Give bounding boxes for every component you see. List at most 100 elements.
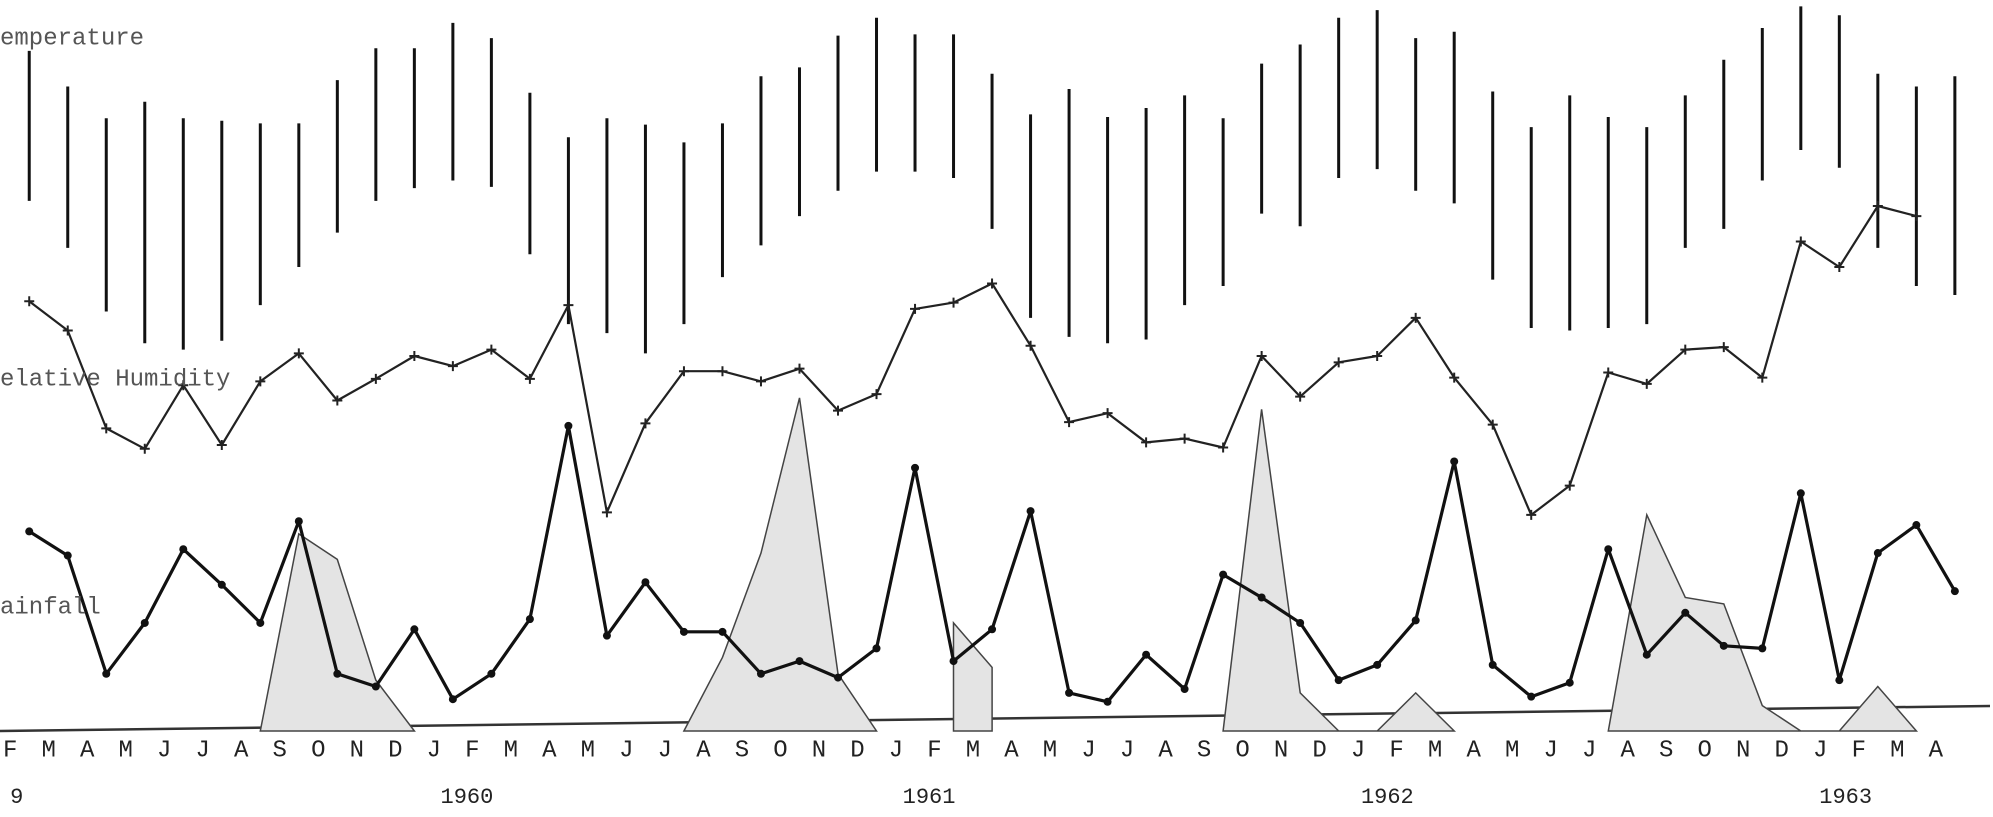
plus-marker (1410, 312, 1421, 323)
dot-marker (1142, 650, 1151, 659)
plus-marker (1834, 261, 1845, 272)
plus-marker (139, 443, 150, 454)
plus-marker (1025, 340, 1036, 351)
month-label: N (1274, 737, 1288, 764)
dot-marker (1873, 549, 1882, 558)
plus-marker (833, 405, 844, 416)
plus-marker (1141, 437, 1152, 448)
month-label: O (1235, 737, 1249, 764)
plus-marker (101, 423, 112, 434)
dot-marker (1604, 545, 1613, 554)
plus-marker (1372, 350, 1383, 361)
shaded-area (259, 532, 416, 732)
dot-marker (525, 615, 534, 624)
plus-marker (794, 363, 805, 374)
month-label: A (1620, 737, 1635, 764)
month-label: J (1081, 737, 1095, 764)
dot-marker (718, 627, 727, 636)
plus-marker (1603, 367, 1614, 378)
plus-marker (1564, 480, 1575, 491)
month-label: M (1043, 737, 1057, 764)
plus-marker (871, 389, 882, 400)
month-label: J (1543, 737, 1557, 764)
month-label: J (1120, 737, 1134, 764)
dot-marker (1835, 676, 1844, 685)
plus-marker (717, 366, 728, 377)
month-label: J (427, 737, 441, 764)
dot-marker (756, 669, 765, 678)
month-label: J (196, 737, 210, 764)
plus-marker (1487, 419, 1498, 430)
dot-marker (1296, 618, 1305, 627)
dot-marker (1758, 644, 1767, 653)
dot-marker (179, 545, 188, 554)
dot-marker (564, 421, 573, 430)
month-label: J (658, 737, 672, 764)
dot-marker (1450, 457, 1459, 466)
dot-marker (1681, 608, 1690, 617)
plus-marker (24, 296, 35, 307)
dot-marker (641, 578, 650, 587)
month-label: O (311, 737, 325, 764)
dot-marker (949, 657, 958, 666)
dot-marker (872, 644, 881, 653)
plus-marker (62, 325, 73, 336)
shaded-area (682, 397, 878, 732)
month-label: A (1158, 737, 1173, 764)
dot-marker (1527, 692, 1536, 701)
dot-marker (1026, 507, 1035, 516)
month-label: F (1389, 737, 1403, 764)
dot-marker (1103, 697, 1112, 706)
month-label: A (1929, 737, 1944, 764)
plus-marker (486, 344, 497, 355)
dot-marker (1912, 521, 1921, 530)
plus-marker (1102, 408, 1113, 419)
month-label: S (273, 737, 287, 764)
plus-marker (910, 303, 921, 314)
month-label: D (850, 737, 864, 764)
month-label: F (1852, 737, 1866, 764)
dot-marker (1719, 641, 1728, 650)
month-label: F (3, 737, 17, 764)
month-label: M (581, 737, 595, 764)
plus-marker (948, 297, 959, 308)
month-label: A (696, 737, 711, 764)
month-label: N (1736, 737, 1750, 764)
plus-marker (216, 439, 227, 450)
plus-marker (678, 366, 689, 377)
month-label: A (542, 737, 557, 764)
plus-marker (178, 380, 189, 391)
month-label: M (1428, 737, 1442, 764)
dot-marker (1488, 660, 1497, 669)
dot-marker (102, 669, 111, 678)
dot-marker (217, 580, 226, 589)
dot-marker (988, 625, 997, 634)
month-label: M (119, 737, 133, 764)
plus-marker (640, 418, 651, 429)
dot-marker (1257, 593, 1266, 602)
shaded-area (1607, 512, 1919, 732)
dot-marker (1219, 570, 1228, 579)
dot-marker (448, 695, 457, 704)
plus-marker (255, 376, 266, 387)
month-label: N (350, 737, 364, 764)
month-label: M (504, 737, 518, 764)
month-label: A (1466, 737, 1481, 764)
plus-marker (1680, 344, 1691, 355)
month-label: D (388, 737, 402, 764)
dot-marker (1180, 685, 1189, 694)
dot-marker (1334, 676, 1343, 685)
dot-marker (333, 669, 342, 678)
month-label: D (1775, 737, 1789, 764)
plus-marker (370, 373, 381, 384)
year-label: 1963 (1819, 785, 1872, 810)
month-label: M (1890, 737, 1904, 764)
dot-marker (487, 669, 496, 678)
plus-marker (1641, 378, 1652, 389)
dot-marker (1796, 489, 1805, 498)
month-label: J (1582, 737, 1596, 764)
shaded-area (1222, 409, 1457, 732)
month-label: O (1698, 737, 1712, 764)
plus-marker (524, 373, 535, 384)
